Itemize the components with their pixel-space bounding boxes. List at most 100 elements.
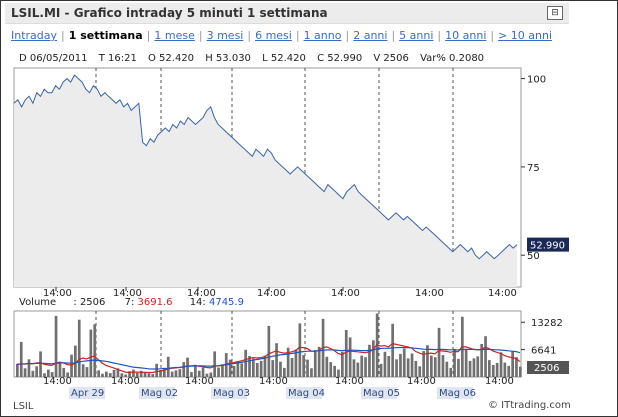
volume-bar xyxy=(170,371,174,377)
volume-bar xyxy=(333,365,336,377)
volume-bar xyxy=(190,372,193,377)
volume-x-label: 14:00 xyxy=(185,376,214,387)
volume-bar xyxy=(66,372,69,377)
period-link[interactable]: 10 anni xyxy=(445,29,487,42)
volume-bar xyxy=(449,367,453,377)
period-link[interactable]: 1 mese xyxy=(154,29,195,42)
volume-bar xyxy=(19,341,23,377)
period-separator: | xyxy=(146,29,151,42)
volume-bar xyxy=(70,354,73,377)
volume-bar xyxy=(418,366,422,377)
volume-bar xyxy=(290,358,294,377)
volume-bar xyxy=(174,370,178,377)
period-link[interactable]: 5 anni xyxy=(399,29,434,42)
volume-bar xyxy=(50,372,54,377)
period-link[interactable]: > 10 anni xyxy=(498,29,553,42)
period-link[interactable]: 6 mesi xyxy=(255,29,292,42)
volume-bar xyxy=(259,360,263,377)
volume-bar xyxy=(35,366,38,377)
ma7-label: 7: xyxy=(124,297,135,308)
volume-bar xyxy=(194,365,197,377)
volume-bar xyxy=(54,315,58,377)
volume-bar xyxy=(31,370,35,377)
info-date: D 06/05/2011 xyxy=(19,53,88,64)
volume-bar xyxy=(472,358,476,377)
volume-x-label: 14:00 xyxy=(335,376,364,387)
period-link[interactable]: 1 anno xyxy=(303,29,342,42)
volume-bar xyxy=(43,373,46,377)
footer-brand[interactable]: © ITtrading.com xyxy=(488,400,571,411)
volume-bar xyxy=(491,365,495,377)
volume-bar xyxy=(236,361,240,377)
volume-x-label: 14:00 xyxy=(259,376,288,387)
volume-bar xyxy=(495,363,499,377)
volume-bar xyxy=(441,355,445,377)
volume-bar xyxy=(197,370,201,377)
volume-bar xyxy=(368,344,371,377)
volume-bar xyxy=(108,373,112,377)
price-line xyxy=(13,74,518,260)
expand-icon[interactable]: ⊟ xyxy=(547,6,563,20)
info-volume: V 2506 xyxy=(373,53,409,64)
volume-x-label: 14:00 xyxy=(43,376,72,387)
volume-bar xyxy=(221,364,224,377)
volume-bar xyxy=(39,351,42,377)
volume-bar xyxy=(112,370,116,377)
price-tick-label: 75 xyxy=(527,163,540,174)
period-link[interactable]: 3 mesi xyxy=(206,29,244,42)
volume-bar xyxy=(163,367,166,377)
volume-x-label: Mag 03 xyxy=(213,388,250,399)
price-x-label: 14:00 xyxy=(331,288,360,299)
volume-bar xyxy=(507,365,511,377)
volume-bar xyxy=(391,323,394,377)
volume-bar xyxy=(135,372,139,377)
volume-bar xyxy=(422,351,425,377)
ohlc-info: D 06/05/2011 T 16:21 O 52.420 H 53.030 L… xyxy=(19,53,492,64)
volume-bar xyxy=(283,367,286,377)
volume-bar xyxy=(364,357,367,377)
volume-x-label: 14:00 xyxy=(407,376,436,387)
period-link[interactable]: 1 settimana xyxy=(68,29,143,42)
price-area xyxy=(14,75,517,287)
volume-bar xyxy=(263,355,267,377)
volume-bar xyxy=(468,360,472,377)
volume-bar xyxy=(151,374,155,377)
volume-bar xyxy=(81,364,85,377)
date-label-bg xyxy=(286,387,322,399)
volume-bar xyxy=(395,359,398,377)
volume-bar xyxy=(124,374,127,377)
price-x-label: 14:00 xyxy=(415,288,444,299)
volume-bar xyxy=(159,370,162,377)
period-link[interactable]: 2 anni xyxy=(353,29,388,42)
volume-bar xyxy=(313,350,317,377)
volume-bar xyxy=(166,356,170,377)
volume-bar xyxy=(302,355,305,377)
volume-bar xyxy=(178,369,182,377)
volume-bar xyxy=(488,360,491,377)
volume-bar xyxy=(379,363,383,377)
volume-bar xyxy=(464,349,468,377)
last-volume-label: 2506 xyxy=(534,363,559,374)
price-x-label: 14:00 xyxy=(43,288,72,299)
volume-bar xyxy=(101,373,104,377)
price-x-label: 14:00 xyxy=(488,288,517,299)
volume-bar xyxy=(217,367,220,377)
period-separator: | xyxy=(391,29,396,42)
volume-bar xyxy=(205,373,209,377)
price-x-label: 14:00 xyxy=(187,288,216,299)
period-separator: | xyxy=(198,29,203,42)
volume-bar xyxy=(232,365,236,377)
price-tick-label: 100 xyxy=(527,75,546,86)
volume-bar xyxy=(58,362,62,377)
last-price-badge xyxy=(527,237,569,252)
volume-bar xyxy=(348,337,352,377)
period-link[interactable]: Intraday xyxy=(11,29,58,42)
volume-bar xyxy=(85,367,89,377)
volume-tick-label: 13282 xyxy=(531,318,563,329)
volume-bar xyxy=(97,370,100,377)
volume-bar xyxy=(453,348,456,377)
ma14-label: 14: xyxy=(189,297,206,308)
volume-bar xyxy=(228,359,232,377)
volume-bar xyxy=(209,372,213,377)
